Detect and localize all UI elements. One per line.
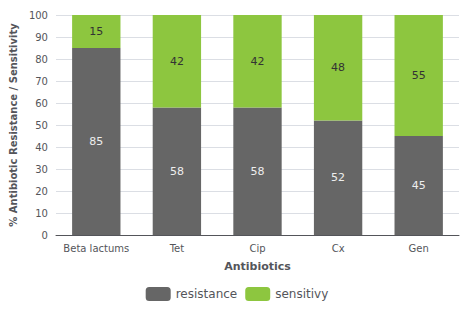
svg-text:% Antibiotic Resistance / Sens: % Antibiotic Resistance / Sensitivity	[8, 23, 19, 227]
svg-text:15: 15	[89, 25, 103, 38]
svg-text:55: 55	[412, 69, 426, 82]
svg-text:0: 0	[42, 230, 48, 241]
svg-text:100: 100	[29, 10, 48, 21]
svg-text:90: 90	[35, 32, 48, 43]
svg-text:30: 30	[35, 164, 48, 175]
svg-text:50: 50	[35, 120, 48, 131]
svg-text:Antibiotics: Antibiotics	[224, 260, 291, 273]
svg-text:58: 58	[170, 165, 184, 178]
svg-text:10: 10	[35, 208, 48, 219]
svg-text:42: 42	[250, 55, 264, 68]
svg-text:Cx: Cx	[332, 243, 345, 254]
svg-text:80: 80	[35, 54, 48, 65]
svg-text:58: 58	[250, 165, 264, 178]
svg-text:Beta lactums: Beta lactums	[63, 243, 129, 254]
svg-text:resistance: resistance	[176, 287, 238, 301]
svg-text:Tet: Tet	[169, 243, 185, 254]
svg-text:70: 70	[35, 76, 48, 87]
svg-text:40: 40	[35, 142, 48, 153]
svg-text:Gen: Gen	[409, 243, 429, 254]
svg-text:48: 48	[331, 61, 345, 74]
svg-text:20: 20	[35, 186, 48, 197]
svg-text:45: 45	[412, 179, 426, 192]
svg-text:85: 85	[89, 135, 103, 148]
svg-text:52: 52	[331, 171, 345, 184]
svg-text:Cip: Cip	[249, 243, 265, 254]
svg-text:sensitivy: sensitivy	[275, 287, 328, 301]
svg-text:60: 60	[35, 98, 48, 109]
svg-text:42: 42	[170, 55, 184, 68]
